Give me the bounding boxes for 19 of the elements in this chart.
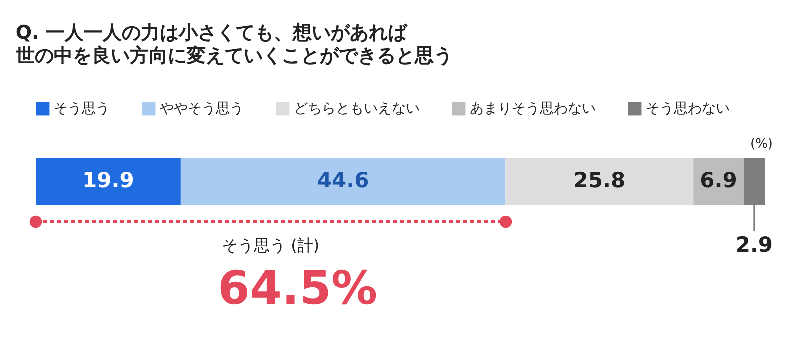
bar xyxy=(36,158,181,205)
bar xyxy=(744,158,765,205)
text: 64.5% xyxy=(218,261,378,315)
legend-label: そう思う xyxy=(54,101,110,117)
legend-label: そう思わない xyxy=(646,101,730,117)
chart-title: Q. 一人一人の力は小さくても、想いがあれば xyxy=(16,22,408,44)
legend-label: あまりそう思わない xyxy=(470,101,596,117)
data-label: 44.6 xyxy=(317,168,370,192)
data-label: 25.8 xyxy=(574,168,626,192)
data-label: 2.9 xyxy=(736,233,774,257)
bar xyxy=(506,158,694,205)
data-label: 6.9 xyxy=(700,168,738,192)
data-label: 19.9 xyxy=(82,168,134,192)
bar xyxy=(180,158,506,205)
legend-label: ややそう思う xyxy=(160,101,244,117)
legend-label: どちらともいえない xyxy=(294,101,420,117)
chart-subtitle: 世の中を良い方向に変えていくことができると思う xyxy=(14,45,453,67)
text: そう思う (計) xyxy=(222,236,320,255)
text: (%) xyxy=(750,137,773,152)
